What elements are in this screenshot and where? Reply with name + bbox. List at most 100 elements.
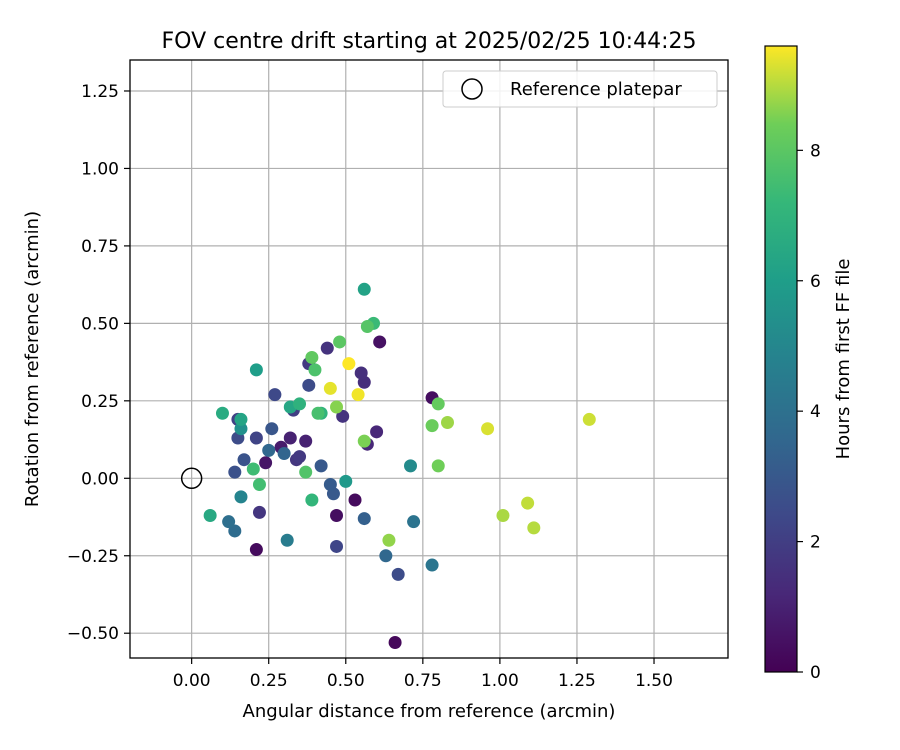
- x-tick-label: 1.25: [558, 671, 596, 691]
- legend-box: [442, 70, 718, 108]
- x-axis-label: Angular distance from reference (arcmin): [243, 701, 616, 722]
- scatter-point: [333, 335, 347, 349]
- scatter-point: [388, 636, 402, 650]
- scatter-point: [382, 533, 396, 547]
- scatter-point: [222, 515, 236, 529]
- scatter-point: [527, 521, 541, 535]
- scatter-point: [302, 378, 316, 392]
- scatter-point: [320, 341, 334, 355]
- legend-entry: Reference platepar: [510, 79, 682, 100]
- chart-title: FOV centre drift starting at 2025/02/25 …: [162, 29, 697, 54]
- colorbar-tick-label: 2: [810, 533, 821, 553]
- x-tick-label: 0.25: [250, 671, 288, 691]
- scatter-point: [234, 490, 248, 504]
- scatter-point: [228, 465, 242, 479]
- scatter-point: [265, 422, 279, 436]
- scatter-point: [330, 539, 344, 553]
- scatter-point: [246, 462, 260, 476]
- scatter-point: [431, 397, 445, 411]
- scatter-point: [203, 508, 217, 522]
- scatter-point: [277, 447, 291, 461]
- scatter-point: [360, 319, 374, 333]
- legend: Reference platepar: [442, 70, 718, 108]
- scatter-point: [407, 515, 421, 529]
- colorbar-gradient: [764, 45, 798, 673]
- colorbar-tick-label: 8: [810, 141, 821, 161]
- scatter-point: [280, 533, 294, 547]
- scatter-point: [299, 465, 313, 479]
- x-tick-label: 0.00: [173, 671, 211, 691]
- scatter-point: [357, 512, 371, 526]
- scatter-point: [234, 412, 248, 426]
- scatter-point: [293, 450, 307, 464]
- scatter-point: [336, 409, 350, 423]
- x-tick-label: 1.50: [635, 671, 673, 691]
- scatter-point: [425, 419, 439, 433]
- colorbar-tick-label: 4: [810, 402, 821, 422]
- scatter-point: [339, 474, 353, 488]
- scatter-point: [308, 363, 322, 377]
- plot-frame: [129, 59, 729, 659]
- y-axis-label: Rotation from reference (arcmin): [22, 211, 43, 507]
- scatter-point: [259, 456, 273, 470]
- x-tick-label: 1.00: [481, 671, 519, 691]
- y-tick-label: 0.25: [81, 392, 119, 412]
- y-tick-label: 1.25: [81, 82, 119, 102]
- y-tick-label: 0.00: [81, 469, 119, 489]
- scatter-points: [203, 282, 596, 650]
- y-axis-ticks: −0.50 −0.25 0.00 0.25 0.50 0.75 1.00 1.25: [67, 82, 130, 644]
- scatter-point: [262, 443, 276, 457]
- scatter-point: [370, 425, 384, 439]
- y-tick-label: 0.75: [81, 237, 119, 257]
- scatter-point: [252, 477, 266, 491]
- scatter-point: [249, 543, 263, 557]
- y-tick-label: −0.50: [67, 624, 119, 644]
- scatter-point: [311, 406, 325, 420]
- scatter-point: [391, 567, 405, 581]
- y-tick-label: 1.00: [81, 159, 119, 179]
- scatter-point: [521, 496, 535, 510]
- scatter-point: [348, 493, 362, 507]
- scatter-point: [582, 412, 596, 426]
- scatter-point: [330, 400, 344, 414]
- scatter-point: [252, 505, 266, 519]
- scatter-point: [330, 508, 344, 522]
- colorbar-tick-label: 0: [810, 663, 821, 683]
- scatter-point: [249, 431, 263, 445]
- y-tick-label: 0.50: [81, 314, 119, 334]
- colorbar-label: Hours from first FF file: [833, 259, 854, 460]
- scatter-point: [299, 434, 313, 448]
- scatter-point: [268, 388, 282, 402]
- scatter-point: [431, 459, 445, 473]
- x-axis-ticks: 0.00 0.25 0.50 0.75 1.00 1.25 1.50: [173, 658, 673, 691]
- scatter-point: [305, 350, 319, 364]
- scatter-point: [228, 524, 242, 538]
- scatter-point: [404, 459, 418, 473]
- scatter-point: [440, 416, 454, 430]
- scatter-point: [314, 459, 328, 473]
- scatter-point: [234, 422, 248, 436]
- x-tick-label: 0.50: [327, 671, 365, 691]
- scatter-point: [237, 453, 251, 467]
- scatter-point: [305, 493, 319, 507]
- scatter-point: [293, 397, 307, 411]
- scatter-point: [481, 422, 495, 436]
- colorbar-tick-label: 6: [810, 272, 821, 292]
- colorbar: 0 2 4 6 8 Hours from first FF file: [764, 45, 854, 683]
- scatter-point: [425, 558, 439, 572]
- scatter-point: [323, 381, 337, 395]
- scatter-point: [357, 282, 371, 296]
- scatter-point: [323, 477, 337, 491]
- scatter-point: [379, 549, 393, 563]
- scatter-point: [342, 357, 356, 371]
- scatter-point: [215, 406, 229, 420]
- scatter-point: [351, 388, 365, 402]
- scatter-point: [496, 508, 510, 522]
- grid: [130, 60, 728, 658]
- x-tick-label: 0.75: [404, 671, 442, 691]
- scatter-point: [249, 363, 263, 377]
- reference-marker: [180, 467, 203, 490]
- scatter-point: [357, 434, 371, 448]
- scatter-point: [373, 335, 387, 349]
